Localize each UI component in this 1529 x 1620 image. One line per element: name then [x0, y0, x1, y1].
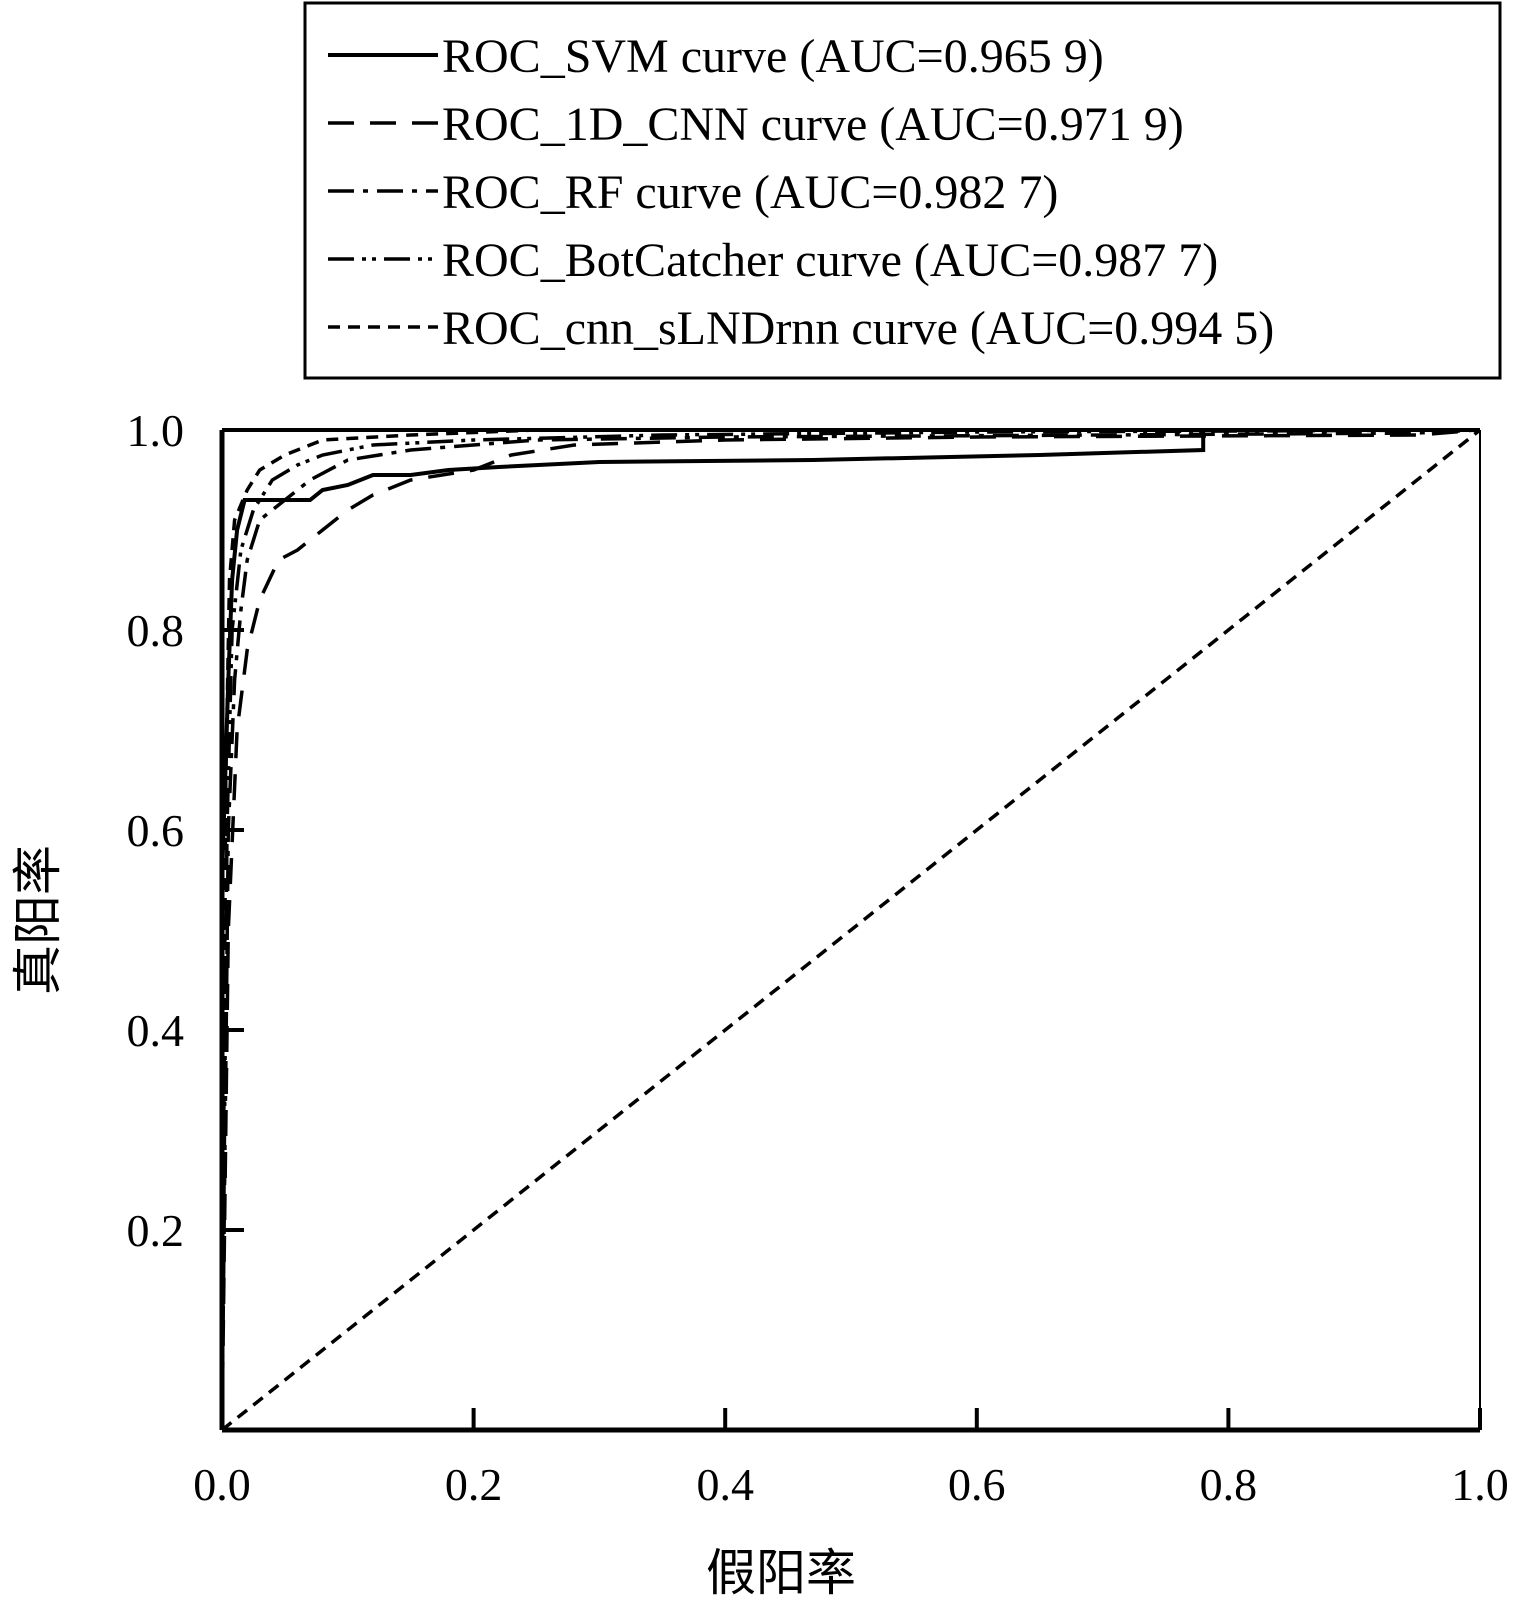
y-tick-label: 0.4 — [127, 1005, 185, 1056]
y-tick-label: 0.2 — [127, 1205, 185, 1256]
legend-entry-label: ROC_RF curve (AUC=0.982 7) — [442, 166, 1058, 219]
legend-entry-label: ROC_1D_CNN curve (AUC=0.971 9) — [442, 98, 1184, 151]
series-line-2 — [220, 428, 1481, 1431]
y-axis-title: 真阳率 — [10, 845, 66, 995]
series-line-0 — [220, 428, 1480, 1430]
x-axis-title: 假阳率 — [706, 1545, 856, 1601]
legend-entry-label: ROC_cnn_sLNDrnn curve (AUC=0.994 5) — [442, 302, 1274, 355]
legend-entry-label: ROC_BotCatcher curve (AUC=0.987 7) — [442, 234, 1218, 287]
y-tick-label: 0.8 — [127, 605, 185, 656]
x-tick-label: 0.6 — [948, 1459, 1006, 1510]
y-tick-label: 1.0 — [127, 405, 185, 456]
legend: ROC_SVM curve (AUC=0.965 9) ROC_1D_CNN cu… — [303, 1, 1502, 380]
x-tick-label: 0.2 — [445, 1459, 503, 1510]
y-tick-label: 0.6 — [127, 805, 185, 856]
plot-area — [220, 428, 1482, 1432]
diagonal-reference-line — [220, 428, 1482, 1432]
legend-entry-label: ROC_SVM curve (AUC=0.965 9) — [442, 30, 1104, 83]
series-line-4 — [220, 428, 1480, 1431]
x-tick-label: 0.4 — [696, 1459, 754, 1510]
series-line-1 — [220, 428, 1481, 1431]
x-tick-label: 0.8 — [1200, 1459, 1258, 1510]
legend-box — [303, 1, 1502, 380]
x-tick-label: 1.0 — [1451, 1459, 1509, 1510]
axes: 0.0 0.2 0.4 0.6 0.8 1.0 0.2 0.4 0.6 0.8 1.0 假阳率 真阳率 — [10, 405, 1509, 1601]
x-tick-label: 0.0 — [193, 1459, 251, 1510]
